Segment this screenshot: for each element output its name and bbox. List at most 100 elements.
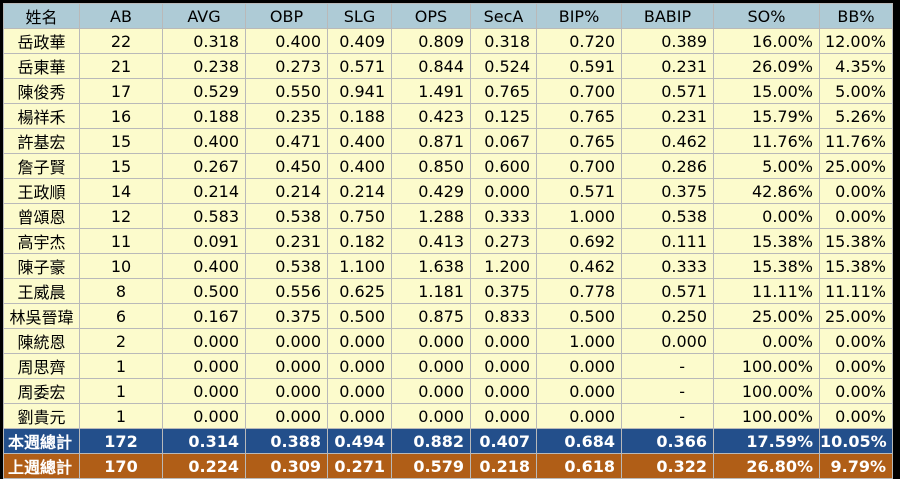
stat-cell: 16.00% (713, 28, 820, 54)
stat-cell: 0.000 (391, 353, 471, 379)
stat-cell: 100.00% (713, 378, 820, 404)
stat-cell: 6 (79, 303, 163, 329)
column-header: OBP (245, 3, 328, 29)
stat-cell: 0.000 (245, 378, 328, 404)
table-row: 岳東華 21 0.238 0.273 0.571 0.844 0.524 0.591 0.231… (3, 53, 893, 79)
stat-cell: 0.591 (536, 53, 622, 79)
stat-cell: 12 (79, 203, 163, 229)
player-name-cell: 周委宏 (3, 378, 80, 404)
column-header: SecA (470, 3, 537, 29)
stat-cell: - (621, 353, 714, 379)
stat-cell: 0.500 (536, 303, 622, 329)
stat-cell: 0.450 (245, 153, 328, 179)
stat-cell: 0.000 (536, 378, 622, 404)
stat-cell: 0.538 (245, 203, 328, 229)
stat-cell: 0.462 (536, 253, 622, 279)
stat-cell: 0.529 (162, 78, 246, 104)
stat-cell: 0.167 (162, 303, 246, 329)
stat-cell: 0.000 (245, 403, 328, 429)
stat-cell: 0.400 (327, 128, 392, 154)
stat-cell: 1.000 (536, 328, 622, 354)
stat-cell: 0.941 (327, 78, 392, 104)
stat-cell: 0.750 (327, 203, 392, 229)
stat-cell: 1.000 (536, 203, 622, 229)
stat-cell: 0.538 (621, 203, 714, 229)
stat-cell: 0.375 (245, 303, 328, 329)
stat-cell: 0.218 (470, 453, 537, 479)
stat-cell: 4.35% (819, 53, 893, 79)
table-row: 周思齊 1 0.000 0.000 0.000 0.000 0.000 0.000-100.0… (3, 353, 893, 379)
stat-cell: 0.400 (327, 153, 392, 179)
stat-cell: 0.875 (391, 303, 471, 329)
stat-cell: 0.214 (162, 178, 246, 204)
stat-cell: 0.000 (536, 403, 622, 429)
batting-stats-table: 姓名 AB AVG OBP SLG OPS SecA BIP% BABIP SO% BB% 岳政華 2… (3, 3, 893, 479)
stat-cell: 0.571 (621, 78, 714, 104)
stat-cell: 0.188 (327, 103, 392, 129)
stat-cell: 0.250 (621, 303, 714, 329)
stat-cell: 1 (79, 353, 163, 379)
stat-cell: 5.00% (819, 78, 893, 104)
table-row: 詹子賢 15 0.267 0.450 0.400 0.850 0.600 0.700 0.286… (3, 153, 893, 179)
stat-cell: 0.409 (327, 28, 392, 54)
player-name-cell: 上週總計 (3, 453, 80, 479)
stat-cell: 8 (79, 278, 163, 304)
stat-cell: 1.638 (391, 253, 471, 279)
player-name-cell: 陳俊秀 (3, 78, 80, 104)
stat-cell: 0.267 (162, 153, 246, 179)
stat-cell: 0.400 (162, 128, 246, 154)
stat-cell: 0.182 (327, 228, 392, 254)
stat-cell: 0.00% (819, 203, 893, 229)
stat-cell: 0.375 (621, 178, 714, 204)
stat-cell: 0.000 (470, 403, 537, 429)
stat-cell: 0.388 (245, 428, 328, 454)
stat-cell: 26.09% (713, 53, 820, 79)
column-header: 姓名 (3, 3, 80, 29)
stat-cell: 100.00% (713, 353, 820, 379)
stat-cell: 0.214 (327, 178, 392, 204)
stat-cell: 26.80% (713, 453, 820, 479)
stat-cell: 5.00% (713, 153, 820, 179)
stat-cell: 0.309 (245, 453, 328, 479)
player-name-cell: 王威晨 (3, 278, 80, 304)
table-row: 陳俊秀 17 0.529 0.550 0.941 1.491 0.765 0.700 0.571… (3, 78, 893, 104)
stat-cell: 0.00% (713, 203, 820, 229)
stat-cell: 1.100 (327, 253, 392, 279)
stat-cell: 2 (79, 328, 163, 354)
stat-cell: 0.583 (162, 203, 246, 229)
stat-cell: 0.462 (621, 128, 714, 154)
stat-cell: 0.231 (621, 103, 714, 129)
table-row: 周委宏 1 0.000 0.000 0.000 0.000 0.000 0.000-100.0… (3, 378, 893, 404)
stat-cell: 0.494 (327, 428, 392, 454)
last-week-total-row: 上週總計 170 0.224 0.309 0.271 0.579 0.218 0.618 0.3… (3, 453, 893, 479)
stat-cell: 15.00% (713, 78, 820, 104)
table-row: 高宇杰 11 0.091 0.231 0.182 0.413 0.273 0.692 0.111… (3, 228, 893, 254)
player-name-cell: 曾頌恩 (3, 203, 80, 229)
stat-cell: 10 (79, 253, 163, 279)
stat-cell: 0.692 (536, 228, 622, 254)
stat-cell: 100.00% (713, 403, 820, 429)
table-row: 岳政華 22 0.318 0.400 0.409 0.809 0.318 0.720 0.389… (3, 28, 893, 54)
stat-cell: 5.26% (819, 103, 893, 129)
stat-cell: 1 (79, 403, 163, 429)
stat-cell: 0.765 (470, 78, 537, 104)
stat-cell: 0.809 (391, 28, 471, 54)
stat-cell: 11.11% (819, 278, 893, 304)
table-row: 曾頌恩 12 0.583 0.538 0.750 1.288 0.333 1.000 0.538… (3, 203, 893, 229)
player-name-cell: 陳子豪 (3, 253, 80, 279)
column-header: BABIP (621, 3, 714, 29)
stat-cell: 0.235 (245, 103, 328, 129)
stat-cell: 0.000 (621, 328, 714, 354)
stat-cell: 15 (79, 128, 163, 154)
column-header: BB% (819, 3, 893, 29)
stat-cell: 170 (79, 453, 163, 479)
table-row: 王威晨 8 0.500 0.556 0.625 1.181 0.375 0.778 0.571 1… (3, 278, 893, 304)
table-row: 林吳晉瑋 6 0.167 0.375 0.500 0.875 0.833 0.500 0.250… (3, 303, 893, 329)
stat-cell: 172 (79, 428, 163, 454)
stat-cell: 12.00% (819, 28, 893, 54)
stat-cell: 0.333 (470, 203, 537, 229)
stats-table-frame: 姓名 AB AVG OBP SLG OPS SecA BIP% BABIP SO% BB% 岳政華 2… (3, 3, 893, 479)
stat-cell: 0.765 (536, 128, 622, 154)
stat-cell: 25.00% (819, 303, 893, 329)
stat-cell: 0.850 (391, 153, 471, 179)
